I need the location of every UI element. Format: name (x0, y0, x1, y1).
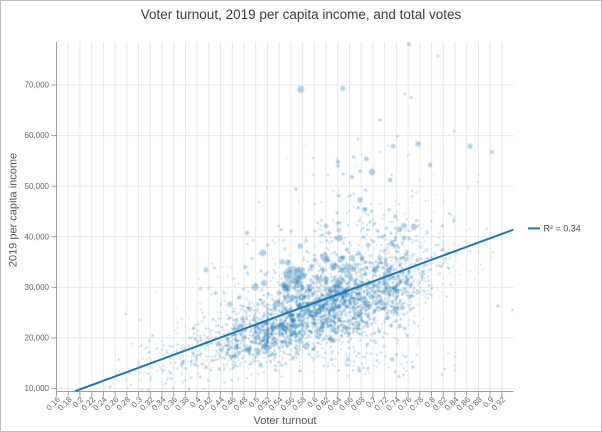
svg-text:Voter turnout, 2019 per capita: Voter turnout, 2019 per capita income, a… (141, 7, 462, 22)
svg-text:30,000: 30,000 (25, 283, 50, 292)
svg-text:10,000: 10,000 (25, 384, 50, 393)
svg-text:R² = 0.34: R² = 0.34 (544, 224, 581, 234)
svg-text:40,000: 40,000 (25, 232, 50, 241)
svg-text:70,000: 70,000 (25, 81, 50, 90)
svg-text:Voter turnout: Voter turnout (254, 415, 317, 427)
svg-text:50,000: 50,000 (25, 182, 50, 191)
svg-text:2019 per capita income: 2019 per capita income (8, 153, 20, 267)
svg-text:20,000: 20,000 (25, 334, 50, 343)
svg-text:60,000: 60,000 (25, 131, 50, 140)
